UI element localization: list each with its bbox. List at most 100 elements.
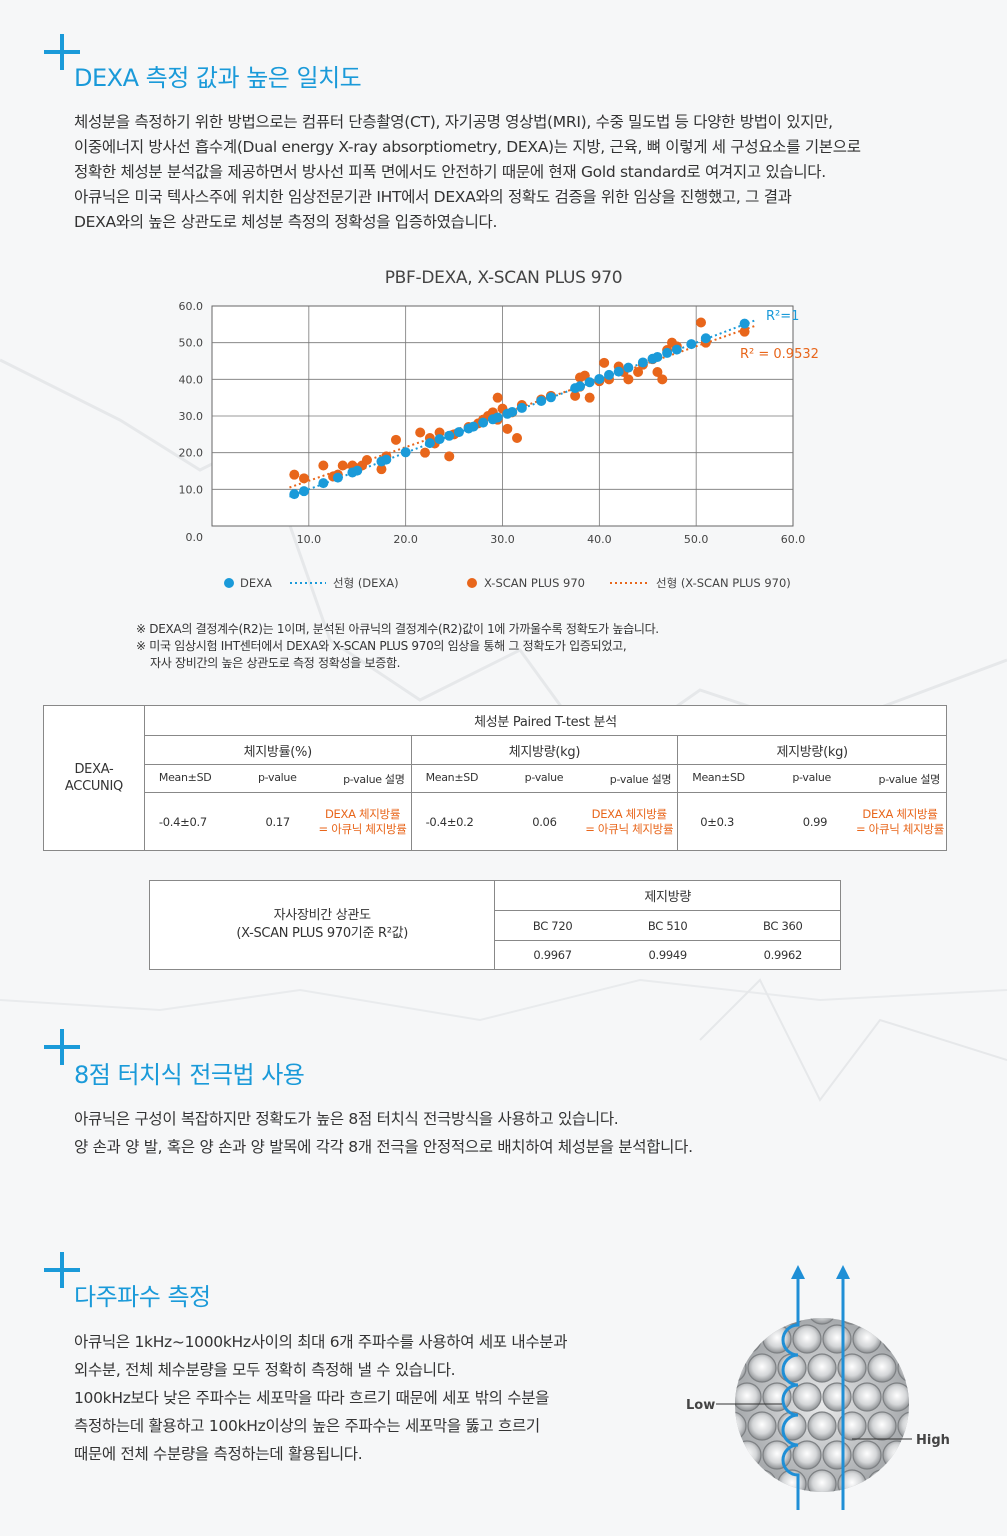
data-point — [545, 392, 556, 403]
plus-icon — [44, 34, 80, 70]
subheader-cell: Mean±SD p-value p-value 설명 — [410, 764, 679, 793]
data-point — [298, 486, 309, 497]
data-point — [400, 447, 411, 458]
cell — [852, 1440, 882, 1470]
text-line: 아큐닉은 미국 텍사스주에 위치한 임상전문기관 IHT에서 DEXA와의 정확… — [74, 188, 792, 206]
plus-icon — [44, 1029, 80, 1065]
p-value: 0.99 — [802, 814, 828, 829]
text-line: DEXA와의 높은 상관도로 체성분 측정의 정확성을 입증하였습니다. — [74, 213, 498, 231]
group-header: 체지방률(%) — [143, 735, 412, 765]
data-point — [468, 421, 479, 432]
low-frequency-path — [781, 1273, 800, 1510]
mean-value: -0.4±0.7 — [158, 814, 207, 829]
cell — [735, 1318, 747, 1325]
model-header: BC 720 — [494, 910, 610, 941]
legend-label: DEXA — [240, 576, 272, 590]
data-point — [700, 333, 711, 344]
p-desc: DEXA 체지방률 = 아큐닉 체지방률 — [855, 806, 944, 836]
plus-icon — [44, 1252, 80, 1288]
data-point — [739, 318, 750, 329]
data-point — [361, 455, 372, 465]
cell — [762, 1440, 792, 1470]
data-point — [536, 395, 547, 406]
cell — [735, 1469, 747, 1492]
cell — [747, 1469, 777, 1492]
cell — [867, 1469, 897, 1492]
data-point — [584, 392, 595, 403]
cell — [822, 1440, 852, 1470]
col-mean: Mean±SD — [692, 770, 745, 784]
col-desc: p-value 설명 — [343, 772, 405, 786]
note-line: ※ 미국 임상시험 IHT센터에서 DEXA와 X-SCAN PLUS 970의… — [136, 639, 627, 653]
data-point — [352, 465, 363, 476]
data-point — [492, 412, 503, 423]
data-point — [434, 434, 445, 445]
legend-label: 선형 (X-SCAN PLUS 970) — [656, 576, 791, 590]
data-point — [599, 357, 610, 368]
model-header: BC 360 — [725, 910, 841, 941]
data-point — [570, 390, 581, 401]
cell — [822, 1324, 852, 1354]
cell — [897, 1318, 909, 1325]
text-line: 체성분을 측정하기 위한 방법으로는 컴퓨터 단층촬영(CT), 자기공명 영상… — [74, 113, 833, 131]
data-point — [453, 427, 464, 438]
corr-label-line: (X-SCAN PLUS 970기준 R²값) — [236, 926, 409, 941]
data-point — [376, 464, 387, 475]
data-cell: -0.4±0.7 0.17 DEXA 체지방률 = 아큐닉 체지방률 — [143, 792, 412, 851]
data-point — [633, 367, 644, 377]
legend-marker — [467, 578, 477, 588]
text-line: 이중에너지 방사선 흡수계(Dual energy X-ray absorpti… — [74, 138, 861, 156]
legend-label: X-SCAN PLUS 970 — [484, 576, 585, 590]
data-point — [516, 402, 527, 413]
low-label: Low — [686, 1398, 715, 1413]
cell — [792, 1324, 822, 1354]
y-tick-label: 30.0 — [179, 410, 204, 423]
x-tick-label: 30.0 — [490, 533, 515, 546]
cell — [837, 1411, 867, 1441]
data-point — [652, 351, 663, 362]
data-point — [502, 423, 513, 434]
data-point — [289, 489, 300, 500]
data-point — [424, 438, 435, 449]
text-line: 아큐닉은 구성이 복잡하지만 정확도가 높은 8점 터치식 전극방식을 사용하고… — [74, 1110, 619, 1128]
text-line: 때문에 전체 수분량을 측정하는데 활용됩니다. — [74, 1445, 363, 1463]
data-point — [512, 433, 523, 443]
cell — [882, 1440, 909, 1470]
data-point — [337, 460, 348, 471]
data-cell: 0±0.3 0.99 DEXA 체지방률 = 아큐닉 체지방률 — [677, 792, 947, 851]
chart-ticks: 10.0 20.0 30.0 40.0 50.0 60.0 0.0 10.0 20.0 30.0 4… — [179, 300, 806, 546]
mean-value: 0±0.3 — [700, 814, 735, 829]
col-mean: Mean±SD — [425, 770, 479, 784]
col-desc: p-value 설명 — [878, 772, 941, 786]
data-point — [686, 339, 697, 350]
cell — [747, 1318, 777, 1325]
text-line: 외수분, 전체 체수분량을 모두 정확히 측정해 낼 수 있습니다. — [74, 1361, 456, 1379]
cell — [735, 1382, 762, 1412]
chart-notes: ※ DEXA의 결정계수(R2)는 1이며, 분석된 아큐닉의 결정계수(R2)… — [136, 621, 659, 672]
cell — [807, 1318, 837, 1325]
data-point — [662, 347, 673, 358]
legend-label: 선형 (DEXA) — [333, 576, 399, 590]
data-point — [623, 362, 634, 373]
cell — [852, 1324, 882, 1354]
mean-value: -0.4±0.2 — [425, 814, 474, 829]
data-point — [332, 472, 343, 483]
note-line: 자사 장비간의 높은 상관도로 측정 정확성을 보증함. — [136, 656, 401, 670]
r2-annotation-dexa: R²=1 — [766, 309, 799, 324]
cell — [913, 1325, 941, 1353]
data-point — [318, 460, 329, 471]
p-desc: DEXA 체지방률 = 아큐닉 체지방률 — [585, 806, 674, 836]
x-tick-label: 50.0 — [684, 533, 709, 546]
note-line: ※ DEXA의 결정계수(R2)는 1이며, 분석된 아큐닉의 결정계수(R2)… — [136, 622, 659, 636]
col-mean: Mean±SD — [158, 770, 212, 784]
col-p: p-value — [524, 770, 564, 784]
y-tick-label: 40.0 — [179, 373, 204, 386]
cell — [777, 1411, 807, 1441]
cell — [837, 1318, 867, 1325]
text-line: 아큐닉은 1kHz~1000kHz사이의 최대 6개 주파수를 사용하여 세포 … — [74, 1333, 568, 1351]
ttest-table: DEXA- ACCUNIQ 체성분 Paired T-test 분석 체지방률(… — [43, 705, 948, 851]
cell — [867, 1353, 897, 1383]
cell — [807, 1411, 837, 1441]
data-point — [420, 447, 431, 458]
col-desc: p-value 설명 — [609, 772, 672, 786]
